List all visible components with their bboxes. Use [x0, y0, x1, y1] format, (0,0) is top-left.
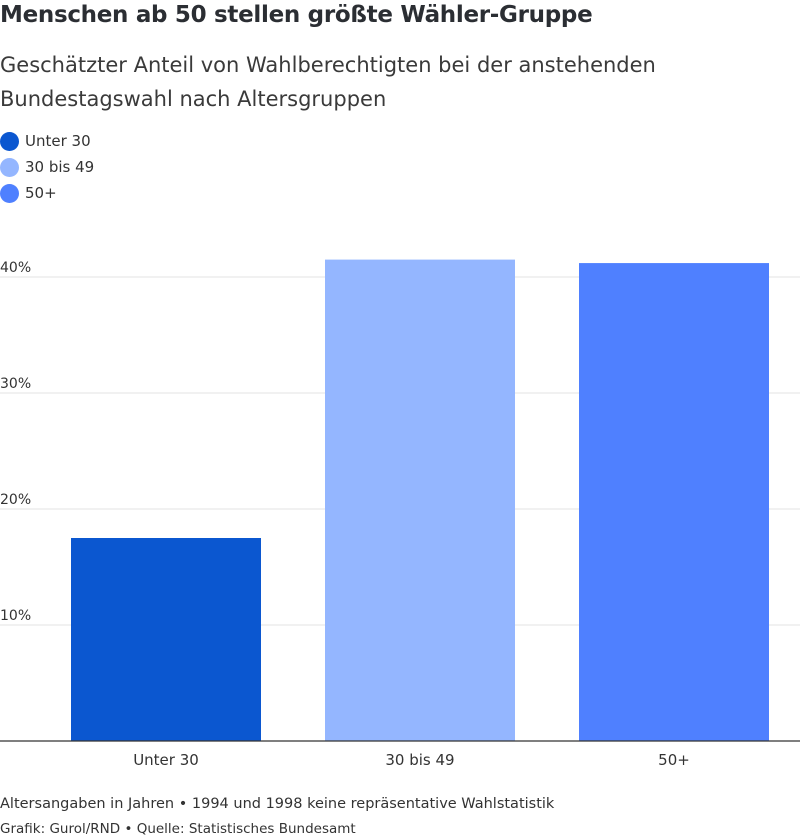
x-tick-label-1: 30 bis 49: [385, 751, 454, 769]
x-tick-label-0: Unter 30: [133, 751, 199, 769]
bar-0: [71, 538, 261, 741]
y-tick-label-10: 10%: [0, 608, 31, 624]
credits: Grafik: Gurol/RND • Quelle: Statistische…: [0, 821, 356, 837]
footnote: Altersangaben in Jahren • 1994 und 1998 …: [0, 796, 555, 812]
legend-label-unter-30: Unter 30: [25, 132, 91, 150]
legend-swatch-50-plus: [0, 183, 19, 203]
legend: Unter 30 30 bis 49 50+: [0, 128, 94, 206]
bar-2: [579, 263, 769, 741]
legend-item-50-plus: 50+: [0, 180, 94, 206]
chart-subtitle: Geschätzter Anteil von Wahlberechtigten …: [0, 53, 656, 111]
legend-label-50-plus: 50+: [25, 184, 57, 202]
y-tick-label-40: 40%: [0, 260, 31, 276]
x-tick-label-2: 50+: [658, 751, 690, 769]
legend-label-30-bis-49: 30 bis 49: [25, 158, 95, 176]
bar-1: [325, 259, 515, 741]
legend-swatch-unter-30: [0, 131, 19, 151]
chart-title: Menschen ab 50 stellen größte Wähler-Gru…: [0, 2, 593, 28]
legend-swatch-30-bis-49: [0, 157, 19, 177]
legend-item-30-bis-49: 30 bis 49: [0, 154, 94, 180]
y-tick-label-20: 20%: [0, 492, 31, 508]
bar-chart: 10% 20% 30% 40% Unter 30 30 bis 49 50+: [0, 259, 800, 769]
y-tick-label-30: 30%: [0, 376, 31, 392]
legend-item-unter-30: Unter 30: [0, 128, 94, 154]
